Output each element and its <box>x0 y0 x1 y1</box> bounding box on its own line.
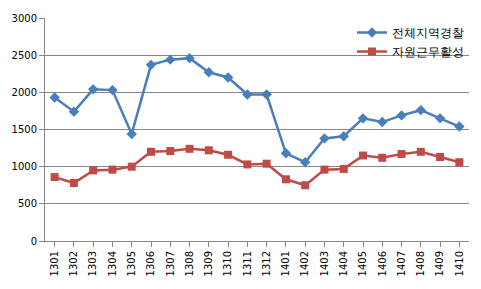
svg-text:1306: 1306 <box>145 251 156 276</box>
svg-text:1301: 1301 <box>49 251 60 276</box>
svg-text:1304: 1304 <box>107 251 118 276</box>
svg-text:1307: 1307 <box>165 251 176 276</box>
svg-text:500: 500 <box>18 198 37 209</box>
svg-text:2500: 2500 <box>12 50 37 61</box>
svg-text:전체지역경찰: 전체지역경찰 <box>392 26 464 40</box>
svg-text:1500: 1500 <box>12 124 37 135</box>
svg-text:1303: 1303 <box>87 251 98 276</box>
svg-text:1406: 1406 <box>377 251 388 276</box>
svg-text:2000: 2000 <box>12 87 37 98</box>
svg-text:1410: 1410 <box>454 251 465 276</box>
svg-text:1401: 1401 <box>280 251 291 276</box>
svg-text:1308: 1308 <box>184 251 195 276</box>
svg-text:1309: 1309 <box>203 251 214 276</box>
svg-text:1403: 1403 <box>319 251 330 276</box>
svg-text:3000: 3000 <box>12 13 37 24</box>
svg-text:1404: 1404 <box>338 251 349 276</box>
svg-text:1302: 1302 <box>68 251 79 276</box>
svg-text:0: 0 <box>31 236 37 247</box>
svg-text:1402: 1402 <box>299 251 310 276</box>
svg-text:1405: 1405 <box>357 251 368 276</box>
svg-text:자원근무활성: 자원근무활성 <box>392 45 464 59</box>
svg-text:1312: 1312 <box>261 251 272 276</box>
svg-text:1305: 1305 <box>126 251 137 276</box>
svg-text:1409: 1409 <box>434 251 445 276</box>
svg-text:1408: 1408 <box>415 251 426 276</box>
svg-text:1310: 1310 <box>222 251 233 276</box>
svg-text:1311: 1311 <box>242 251 253 276</box>
svg-text:1407: 1407 <box>396 251 407 276</box>
svg-text:1000: 1000 <box>12 161 37 172</box>
